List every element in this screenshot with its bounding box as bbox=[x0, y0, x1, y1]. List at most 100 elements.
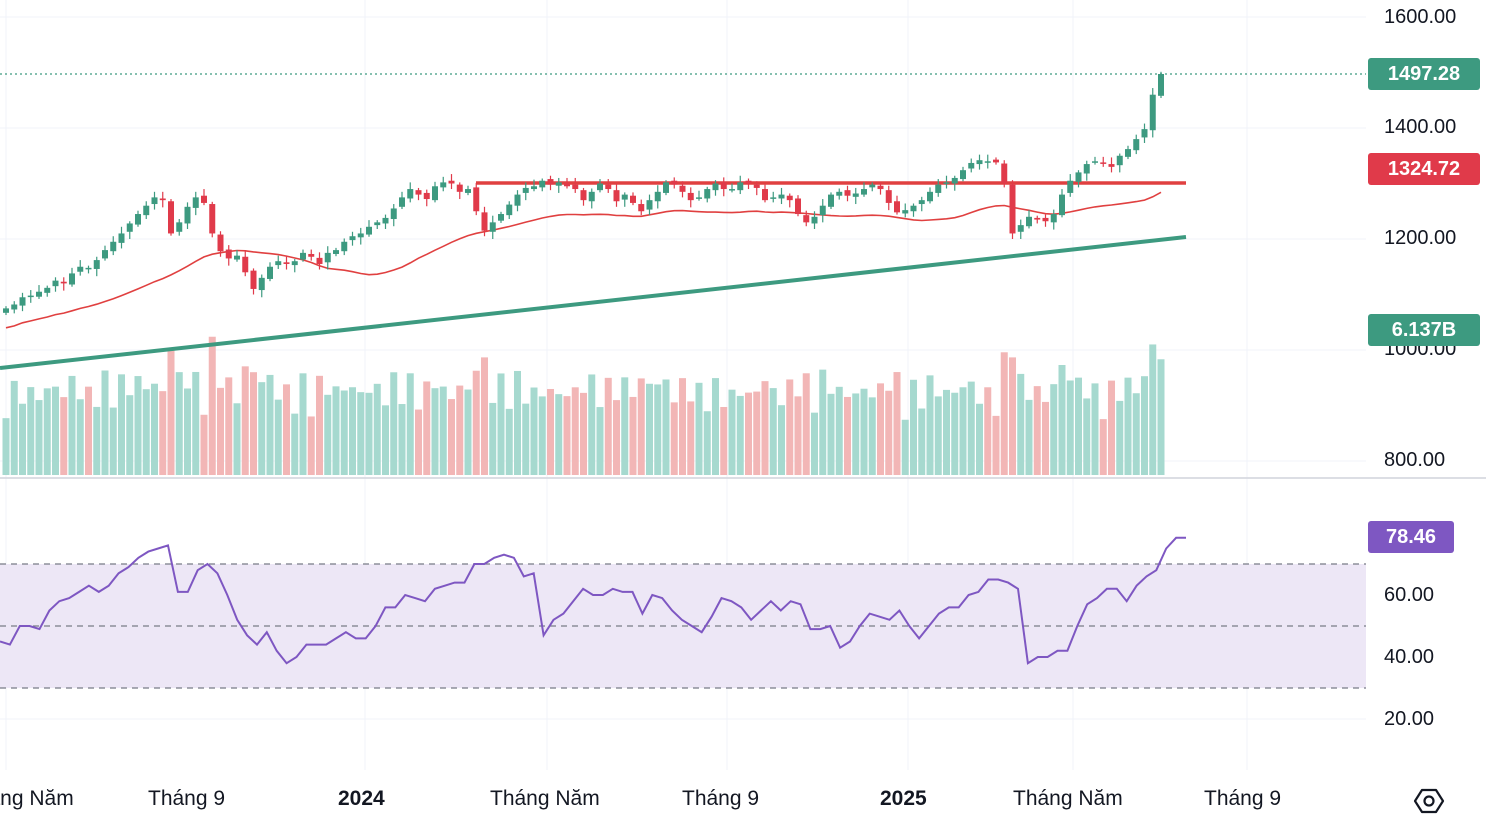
volume-bar bbox=[654, 384, 662, 475]
volume-bar bbox=[307, 416, 315, 475]
volume-bar bbox=[448, 399, 455, 475]
candle-body bbox=[613, 190, 620, 202]
volume-bar bbox=[497, 373, 505, 475]
volume-bar bbox=[893, 372, 901, 475]
settings-icon[interactable] bbox=[1413, 786, 1445, 816]
candle-body bbox=[473, 187, 480, 212]
volume-bar bbox=[1083, 398, 1091, 475]
candle-body bbox=[910, 205, 917, 212]
volume-bar bbox=[547, 388, 554, 475]
volume-bar bbox=[1033, 386, 1041, 475]
candle-body bbox=[465, 189, 471, 193]
volume-bar bbox=[349, 387, 356, 475]
candle-body bbox=[498, 214, 504, 221]
volume-bar bbox=[1017, 373, 1025, 475]
x-tick-thang-nam-3: Tháng Năm bbox=[1013, 787, 1123, 810]
candle-body bbox=[943, 182, 950, 184]
candle-body bbox=[250, 270, 257, 289]
candle-body bbox=[201, 195, 207, 203]
resistance-price-tag: 1324.72 bbox=[1368, 153, 1480, 185]
volume-bar bbox=[2, 418, 10, 475]
volume-bar bbox=[613, 400, 620, 475]
volume-bar bbox=[68, 375, 76, 475]
moving-average-line bbox=[5, 191, 1162, 329]
volume-bar bbox=[959, 387, 967, 475]
volume-bar bbox=[390, 372, 398, 475]
volume-bar bbox=[926, 375, 934, 475]
volume-bar bbox=[464, 389, 472, 475]
candle-body bbox=[456, 184, 463, 192]
volume-bar bbox=[637, 378, 645, 475]
volume-bar bbox=[943, 389, 950, 475]
candle-body bbox=[894, 201, 900, 213]
volume-bar bbox=[274, 399, 282, 475]
volume-bar bbox=[481, 357, 488, 475]
volume-bar bbox=[208, 336, 216, 475]
volume-bar bbox=[10, 380, 18, 475]
candle-body bbox=[762, 189, 768, 201]
candle-body bbox=[819, 205, 826, 216]
volume-bar bbox=[984, 387, 992, 475]
x-tick-thang-nam-2: Tháng Năm bbox=[490, 787, 600, 810]
volume-bar bbox=[976, 403, 983, 475]
candle-body bbox=[712, 183, 719, 191]
volume-bar bbox=[406, 373, 414, 475]
volume-bar bbox=[588, 374, 596, 475]
volume-bar bbox=[93, 406, 101, 475]
volume-bar bbox=[877, 383, 884, 475]
volume-bar bbox=[456, 385, 464, 475]
candle-body bbox=[729, 189, 735, 191]
candle-body bbox=[869, 184, 876, 188]
volume-bar bbox=[530, 387, 538, 475]
candle-body bbox=[605, 184, 612, 190]
volume-bar bbox=[522, 403, 530, 475]
x-tick-thang-9-3: Tháng 9 bbox=[1204, 787, 1282, 810]
candle-body bbox=[85, 267, 92, 270]
volume-bar bbox=[819, 369, 827, 475]
volume-bar bbox=[27, 387, 35, 475]
candle-body bbox=[786, 195, 793, 201]
volume-bar bbox=[167, 350, 175, 475]
support-trendline bbox=[0, 235, 1187, 370]
candle-body bbox=[976, 160, 983, 165]
volume-bar bbox=[538, 396, 546, 475]
candle-body bbox=[720, 181, 727, 190]
candle-body bbox=[291, 261, 298, 266]
candle-body bbox=[374, 222, 381, 226]
candle-body bbox=[1009, 184, 1016, 234]
volume-bar bbox=[126, 395, 134, 475]
candle-body bbox=[506, 204, 513, 216]
x-tick-2024: 2024 bbox=[338, 787, 385, 810]
candle-body bbox=[687, 192, 694, 201]
candle-body bbox=[902, 210, 909, 214]
candle-body bbox=[1042, 217, 1049, 222]
volume-bar bbox=[241, 366, 249, 475]
volume-bar bbox=[1116, 400, 1124, 475]
volume-bar bbox=[1042, 401, 1049, 475]
volume-bar bbox=[662, 379, 670, 475]
volume-bar bbox=[382, 405, 389, 475]
candle-body bbox=[60, 281, 67, 284]
candle-body bbox=[184, 206, 191, 224]
volume-bar bbox=[745, 392, 752, 475]
volume-bar bbox=[868, 397, 876, 475]
candle-body bbox=[407, 189, 414, 199]
volume-bar bbox=[109, 407, 117, 475]
volume-bar bbox=[217, 387, 224, 475]
volume-bar bbox=[695, 382, 703, 475]
volume-bar bbox=[60, 397, 68, 475]
volume-bar bbox=[1058, 365, 1066, 475]
volume-bar bbox=[415, 409, 422, 475]
candle-body bbox=[225, 249, 232, 259]
volume-bar bbox=[266, 374, 274, 475]
candle-body bbox=[77, 266, 84, 272]
volume-bar bbox=[283, 384, 290, 475]
candle-body bbox=[258, 277, 265, 291]
volume-bar bbox=[910, 379, 917, 475]
volume-bar bbox=[159, 391, 167, 475]
candle-body bbox=[968, 162, 975, 169]
volume-bar bbox=[200, 414, 208, 475]
candle-body bbox=[176, 222, 183, 232]
candle-body bbox=[844, 190, 851, 196]
